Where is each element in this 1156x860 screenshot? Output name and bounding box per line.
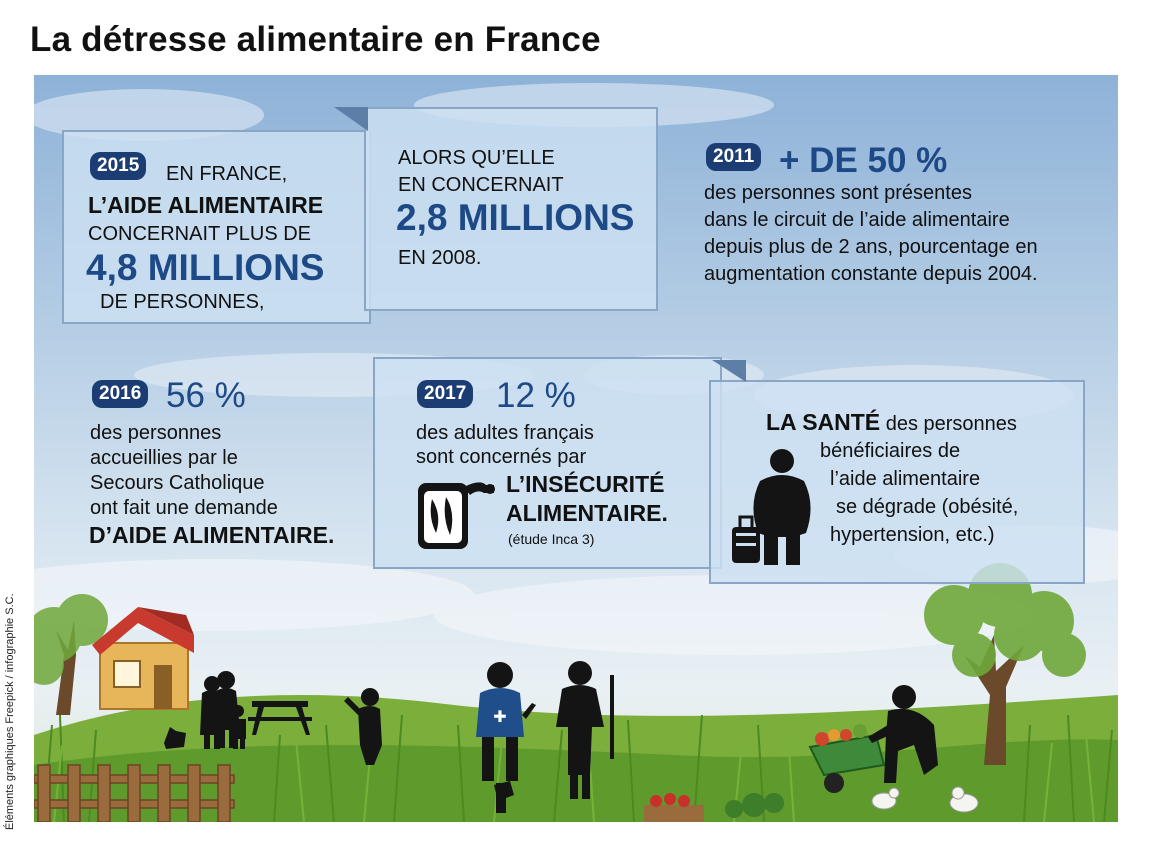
page-title: La détresse alimentaire en France (30, 20, 601, 59)
text-2008-line2: EN CONCERNAIT (398, 174, 564, 196)
tree-right (924, 563, 1086, 765)
figure-2008: 2,8 MILLIONS (396, 197, 635, 238)
text-2015-line5: DE PERSONNES, (100, 291, 265, 313)
text-2016-line4: ont fait une demande (90, 497, 278, 519)
text-2011-line3: depuis plus de 2 ans, pourcentage en (704, 236, 1038, 258)
figure-2015: 4,8 MILLIONS (86, 247, 325, 288)
text-2008-line4: EN 2008. (398, 247, 482, 269)
year-badge-2017: 2017 (417, 380, 474, 408)
text-2015-line3: CONCERNAIT PLUS DE (88, 223, 312, 245)
text-sante-line1: LA SANTÉ des personnes (766, 409, 1017, 436)
svg-text:✚: ✚ (493, 707, 506, 726)
text-2017-emph2: ALIMENTAIRE. (506, 500, 668, 526)
text-2017-line2: sont concernés par (416, 446, 587, 468)
text-sante-line2: bénéficiaires de (820, 440, 961, 462)
image-credit: Éléments graphiques Freepick / infograph… (4, 593, 16, 830)
text-2011-line1: des personnes sont présentes (704, 182, 972, 204)
obese-person-luggage-icon (732, 449, 811, 565)
text-sante-line1-rest: des personnes (885, 413, 1017, 435)
text-sante-line3: l’aide alimentaire (830, 468, 981, 490)
text-sante-line5: hypertension, etc.) (830, 524, 995, 546)
wheelbarrow-gardener (808, 685, 938, 793)
year-badge-2016: 2016 (92, 380, 149, 408)
text-2011-line4: augmentation constante depuis 2004. (704, 263, 1038, 285)
text-2016-line2: accueillies par le (90, 447, 238, 469)
card-fold-2008 (334, 107, 368, 131)
text-2015-line2: L’AIDE ALIMENTAIRE (88, 192, 324, 218)
text-2016-line3: Secours Catholique (90, 472, 265, 494)
figure-2011: + DE 50 % (779, 141, 948, 180)
text-2011-line2: dans le circuit de l’aide alimentaire (704, 209, 1010, 231)
text-2017-emph1: L’INSÉCURITÉ (506, 471, 665, 497)
ground-scene: ✚ (34, 563, 1118, 822)
text-2016-line1: des personnes (90, 422, 222, 444)
text-2017-source: (étude Inca 3) (508, 531, 595, 547)
text-2008-line1: ALORS QU’ELLE (398, 147, 555, 169)
card-2008 (364, 107, 658, 311)
text-sante-line4: se dégrade (obésité, (836, 496, 1019, 518)
figure-2016: 56 % (166, 376, 246, 415)
text-2016-emphasis: D’AIDE ALIMENTAIRE. (89, 522, 335, 548)
infographic-scene: ✚ (34, 75, 1118, 822)
fish-can-icon (418, 482, 495, 549)
chickens-illustration (871, 786, 979, 813)
year-badge-2015: 2015 (90, 152, 147, 180)
figure-2017: 12 % (496, 376, 576, 415)
card-fold-sante (712, 360, 746, 382)
tree-left (34, 594, 108, 715)
house-illustration (92, 607, 194, 710)
text-2015-line1: EN FRANCE, (166, 163, 288, 185)
year-badge-2011: 2011 (706, 143, 762, 171)
text-sante-emph: LA SANTÉ (766, 409, 881, 435)
text-2017-line1: des adultes français (416, 422, 594, 444)
